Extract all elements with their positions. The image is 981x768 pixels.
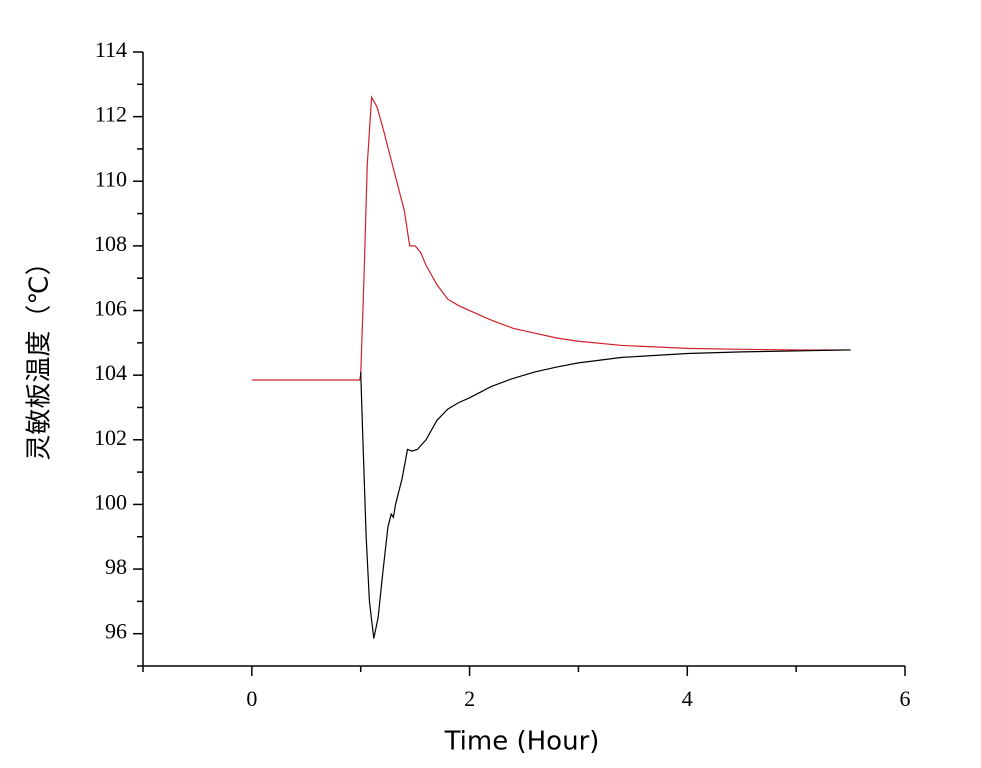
x-tick-label: 4 (682, 686, 693, 711)
y-tick-label: 102 (94, 425, 127, 450)
x-tick-label: 6 (900, 686, 911, 711)
x-axis-title: Time (Hour) (444, 727, 600, 757)
line-series (360, 349, 851, 639)
y-tick-label: 100 (94, 489, 127, 514)
y-tick-label: 114 (95, 37, 127, 62)
x-tick-label: 0 (246, 686, 257, 711)
line-series (251, 95, 851, 381)
y-tick-label: 98 (105, 554, 127, 579)
x-tick-label: 2 (464, 686, 475, 711)
y-tick-label: 96 (105, 619, 127, 644)
y-tick-label: 110 (95, 166, 127, 191)
y-tick-label: 108 (94, 231, 127, 256)
y-tick-label: 106 (94, 296, 127, 321)
y-tick-label: 112 (95, 102, 127, 127)
y-axis-title: 灵敏板温度（℃） (25, 249, 55, 460)
y-tick-label: 104 (94, 360, 127, 385)
